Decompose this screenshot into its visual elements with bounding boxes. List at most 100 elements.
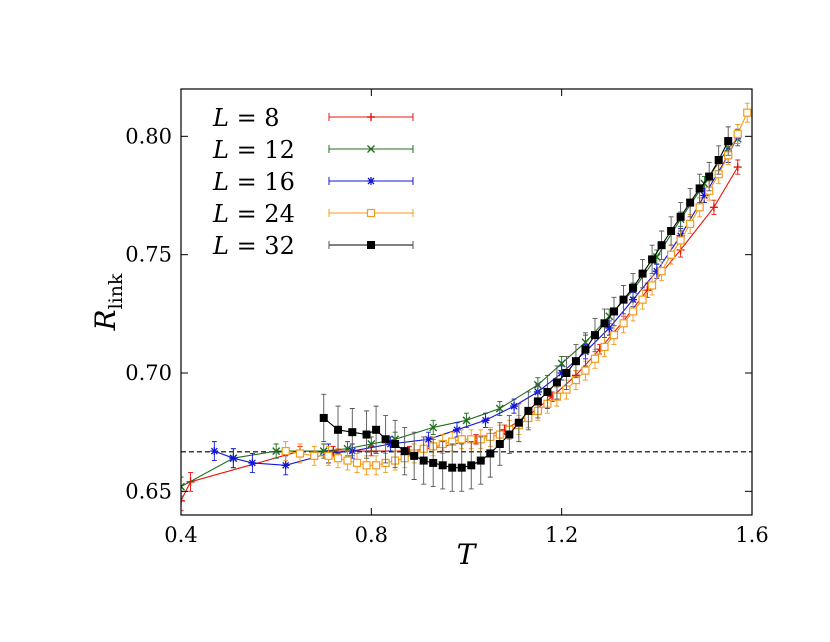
data-point	[667, 250, 676, 259]
x-axis-label: T	[457, 538, 478, 571]
data-point	[381, 435, 390, 444]
data-point	[410, 451, 419, 460]
data-point	[743, 108, 752, 117]
data-point	[695, 203, 704, 212]
data-point	[272, 447, 281, 456]
data-point	[724, 137, 733, 146]
y-tick-label: 0.80	[125, 124, 172, 148]
data-point	[709, 203, 718, 212]
data-point	[533, 397, 542, 406]
data-point	[429, 458, 438, 467]
legend-entry-12: L = 12	[212, 136, 414, 164]
y-axis-label-main: R	[89, 309, 122, 331]
data-point	[619, 319, 628, 328]
data-point	[676, 236, 685, 245]
legend-errorcap	[328, 145, 414, 153]
legend-label: L = 32	[212, 232, 295, 260]
data-point	[605, 324, 614, 333]
legend-entry-32: L = 32	[212, 232, 414, 260]
y-tick-label: 0.65	[125, 479, 172, 503]
data-point	[647, 281, 657, 290]
legend-value: = 16	[229, 168, 295, 196]
data-point	[657, 267, 666, 276]
y-tick-label: 0.75	[125, 243, 172, 267]
data-point	[705, 172, 714, 181]
data-point	[181, 482, 185, 491]
data-point	[648, 255, 657, 264]
data-point	[386, 440, 395, 448]
data-point	[210, 447, 219, 456]
legend-variable: L	[212, 136, 229, 164]
data-point	[372, 425, 381, 434]
legend-errorcap	[328, 241, 414, 249]
data-point	[400, 447, 409, 456]
data-point	[686, 219, 695, 228]
data-point	[524, 406, 533, 415]
data-point	[467, 461, 476, 470]
data-point	[733, 129, 742, 139]
data-point	[324, 451, 333, 460]
data-point	[628, 307, 638, 316]
data-point	[367, 440, 376, 448]
data-point	[714, 156, 723, 164]
data-point	[486, 449, 495, 458]
legend-variable: L	[212, 104, 229, 132]
data-point	[609, 331, 619, 340]
data-point	[686, 198, 695, 207]
x-tick-label: 0.8	[355, 523, 388, 547]
data-point	[371, 461, 381, 470]
legend-value: = 12	[229, 136, 295, 164]
data-point	[676, 212, 685, 221]
data-point	[510, 402, 519, 411]
data-point	[652, 267, 661, 276]
data-point	[319, 413, 328, 422]
data-point	[552, 378, 561, 387]
legend-label: L = 8	[212, 104, 280, 132]
data-point	[310, 451, 319, 460]
x-tick-label: 1.6	[735, 523, 768, 547]
legend-variable: L	[212, 232, 229, 260]
data-point	[667, 227, 676, 235]
data-point	[590, 331, 599, 340]
data-point	[457, 463, 466, 472]
data-point	[495, 404, 504, 413]
data-point	[700, 191, 709, 200]
plot-frame	[180, 88, 753, 516]
data-point	[581, 366, 590, 375]
y-tick-label: 0.70	[125, 361, 172, 385]
plot-area	[181, 102, 752, 511]
data-point	[229, 454, 238, 463]
data-point	[505, 430, 514, 439]
data-point	[629, 283, 638, 292]
data-point	[619, 295, 628, 304]
data-point	[581, 345, 590, 354]
data-point	[600, 342, 609, 352]
data-point	[333, 454, 343, 463]
legend-marker	[367, 113, 375, 121]
data-point	[600, 319, 609, 328]
data-point	[348, 428, 357, 437]
legend-value: = 24	[229, 200, 295, 228]
data-point	[419, 456, 428, 465]
legend-label: L = 16	[212, 168, 295, 196]
data-point	[424, 435, 433, 444]
data-point	[448, 463, 457, 472]
legend-variable: L	[212, 168, 229, 196]
data-point	[281, 447, 290, 456]
legend-label: L = 24	[212, 200, 295, 228]
data-point	[610, 307, 619, 316]
data-point	[495, 440, 504, 448]
legend-errorcap	[328, 177, 414, 185]
data-point	[362, 430, 371, 439]
data-point	[343, 456, 352, 465]
legend-value: = 32	[229, 232, 295, 260]
legend-entry-24: L = 24	[212, 200, 414, 228]
legend-marker	[367, 177, 375, 185]
data-point	[638, 269, 647, 278]
series-32	[319, 126, 733, 492]
data-point	[638, 295, 647, 304]
legend-entry-8: L = 8	[212, 104, 414, 132]
legend-errorcap	[328, 113, 414, 121]
data-point	[543, 387, 552, 396]
